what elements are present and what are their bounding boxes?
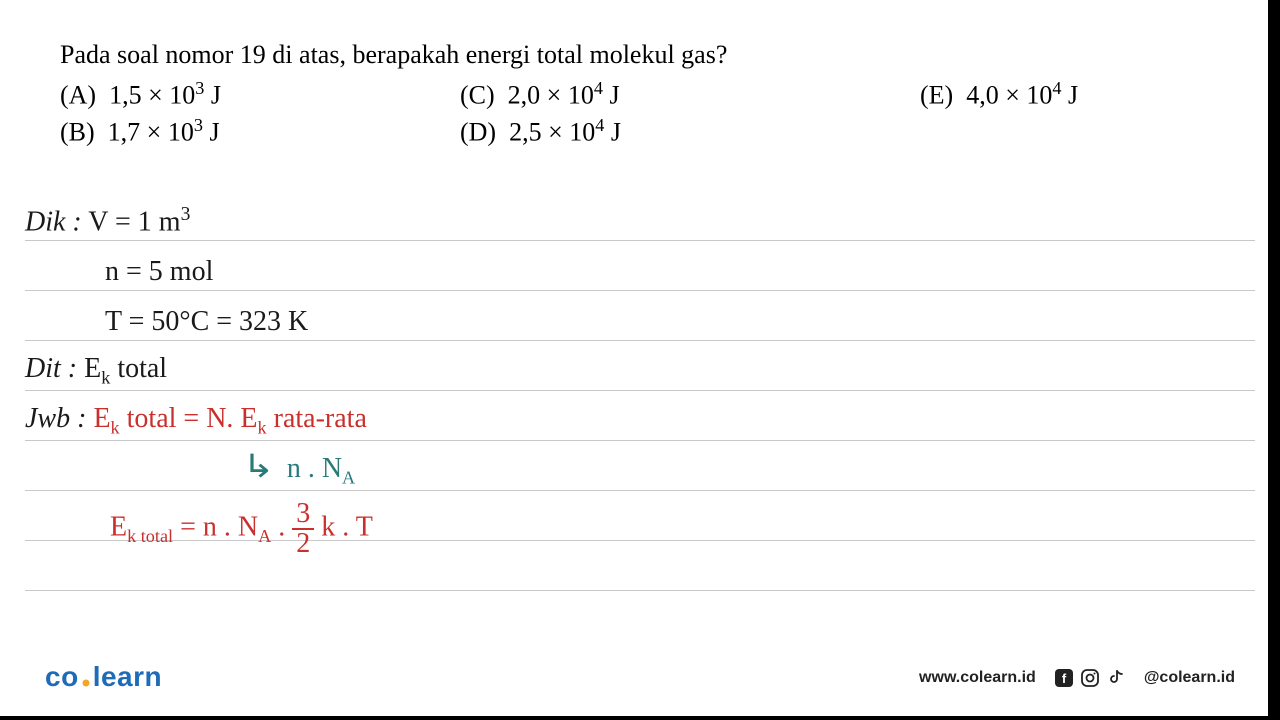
arrow-hook-icon: ↳ — [242, 447, 274, 485]
work-line-1: Dik : V = 1 m3 — [25, 191, 1255, 241]
instagram-icon — [1080, 668, 1100, 688]
work-line-8 — [25, 541, 1255, 591]
options-col-3: (E) 4,0 × 104 J — [920, 78, 1220, 151]
right-border — [1268, 0, 1280, 720]
footer: colearn www.colearn.id f @colearn.id — [0, 661, 1280, 695]
option-d: (D) 2,5 × 104 J — [460, 115, 860, 148]
work-line-4: Dit : Ek total — [25, 341, 1255, 391]
social-icons: f — [1054, 668, 1126, 688]
logo: colearn — [45, 661, 162, 695]
tiktok-icon — [1106, 668, 1126, 688]
footer-handle: @colearn.id — [1144, 669, 1235, 687]
work-line-5: Jwb : Ek total = N. Ek rata-rata — [25, 391, 1255, 441]
dit-line: Dit : Ek total — [25, 353, 167, 389]
svg-text:f: f — [1062, 671, 1067, 686]
teal-line: ↳ n . NA — [245, 447, 355, 489]
jwb-line: Jwb : Ek total = N. Ek rata-rata — [25, 403, 367, 439]
option-b: (B) 1,7 × 103 J — [60, 115, 400, 148]
footer-right: www.colearn.id f @colearn.id — [919, 668, 1235, 688]
bottom-border — [0, 716, 1268, 720]
n-value: n = 5 mol — [105, 256, 213, 288]
logo-dot-icon — [81, 663, 91, 695]
option-c: (C) 2,0 × 104 J — [460, 78, 860, 111]
footer-url: www.colearn.id — [919, 669, 1036, 687]
option-a: (A) 1,5 × 103 J — [60, 78, 400, 111]
question-text: Pada soal nomor 19 di atas, berapakah en… — [60, 40, 1220, 70]
work-line-2: n = 5 mol — [25, 241, 1255, 291]
facebook-icon: f — [1054, 668, 1074, 688]
question-area: Pada soal nomor 19 di atas, berapakah en… — [0, 0, 1280, 171]
option-e: (E) 4,0 × 104 J — [920, 78, 1220, 111]
options-col-2: (C) 2,0 × 104 J (D) 2,5 × 104 J — [460, 78, 860, 151]
options-row: (A) 1,5 × 103 J (B) 1,7 × 103 J (C) 2,0 … — [60, 78, 1220, 151]
options-col-1: (A) 1,5 × 103 J (B) 1,7 × 103 J — [60, 78, 400, 151]
dik-label: Dik : V = 1 m3 — [25, 204, 190, 238]
work-line-7: Ek total = n . NA . 32 k . T — [25, 491, 1255, 541]
work-line-3: T = 50°C = 323 K — [25, 291, 1255, 341]
work-line-6: ↳ n . NA — [25, 441, 1255, 491]
t-value: T = 50°C = 323 K — [105, 306, 308, 338]
work-area: Dik : V = 1 m3 n = 5 mol T = 50°C = 323 … — [0, 191, 1280, 591]
